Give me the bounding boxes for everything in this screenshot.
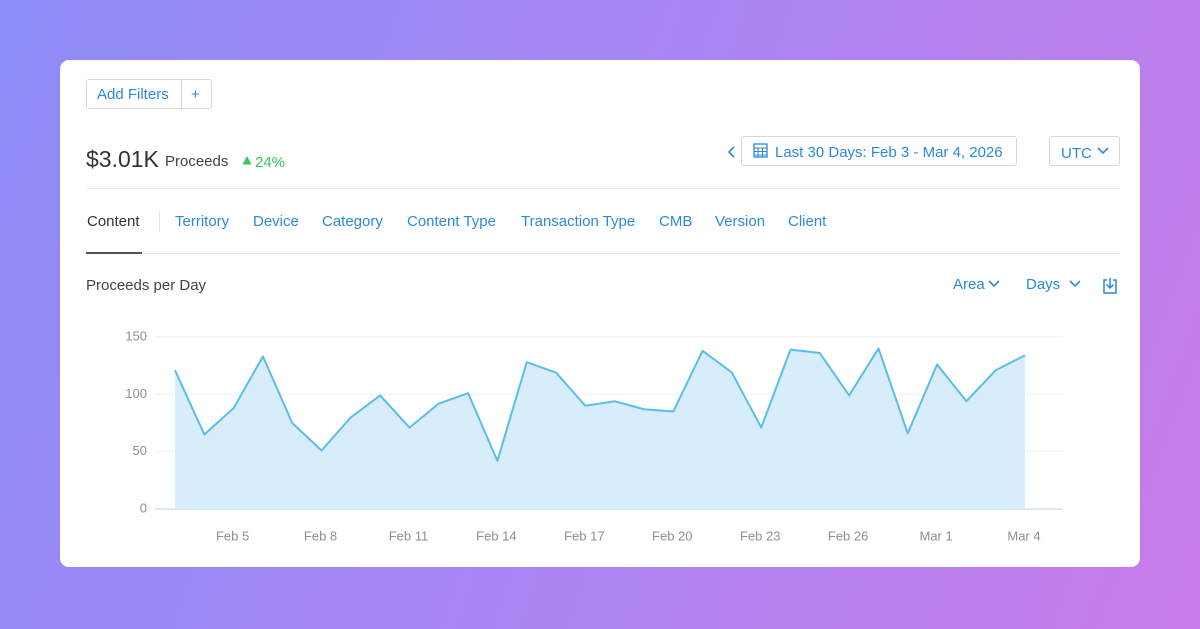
tab-divider (159, 212, 160, 232)
line (174, 347, 1026, 462)
x-tick-label: Feb 8 (304, 528, 337, 543)
interval-button[interactable]: Days (1026, 276, 1061, 293)
previous-button[interactable] (727, 145, 737, 159)
x-tick-label: Feb 26 (828, 528, 868, 543)
tab[interactable]: Content Type (407, 213, 496, 230)
x-tick-label: Feb 20 (652, 528, 692, 543)
separator (86, 253, 1120, 254)
tab[interactable]: Content (87, 213, 140, 230)
chart-title: Proceeds per Day (86, 277, 207, 294)
calendar-icon (753, 143, 768, 158)
separator (86, 188, 1120, 189)
add-filters-button[interactable]: Add Filters (97, 86, 169, 103)
tab[interactable]: Device (253, 213, 299, 230)
tab[interactable]: Transaction Type (521, 213, 636, 230)
x-tick-label: Feb 14 (476, 528, 516, 543)
x-tick-label: Feb 11 (389, 528, 429, 543)
proceeds-label: Proceeds (165, 153, 229, 170)
chevron-icon (1097, 147, 1109, 155)
timezone: UTC (1061, 145, 1092, 162)
filter-button-group (86, 79, 212, 109)
y-tick-label: 100 (125, 386, 147, 401)
divider (181, 79, 182, 109)
tab[interactable]: CMB (659, 213, 693, 230)
chevron-icon (1069, 280, 1081, 288)
date-range: Last 30 Days: Feb 3 - Mar 4, 2026 (775, 144, 1003, 161)
y-tick-label: 0 (140, 500, 147, 515)
proceeds-change: 24% (255, 154, 286, 171)
y-tick-label: 50 (133, 443, 147, 458)
download-button[interactable] (1102, 277, 1118, 295)
x-tick-label: Mar 1 (919, 528, 952, 543)
x-tick-label: Feb 23 (740, 528, 780, 543)
date-range-button[interactable] (741, 136, 1017, 166)
tab[interactable]: Version (715, 213, 766, 230)
chevron-icon (988, 280, 1000, 288)
x-tick-label: Feb 5 (216, 528, 249, 543)
x-tick-label: Mar 4 (1007, 528, 1040, 543)
active-tab-indicator (86, 252, 142, 254)
area (175, 348, 1025, 509)
add-button[interactable]: + (191, 86, 200, 103)
tab[interactable]: Client (788, 213, 827, 230)
y-tick-label: 150 (125, 328, 147, 343)
tab[interactable]: Category (322, 213, 383, 230)
proceeds-amount: $3.01K (86, 146, 159, 172)
x-tick-label: Feb 17 (564, 528, 604, 543)
chart-type-button[interactable]: Area (953, 276, 985, 293)
up-arrow-icon (242, 156, 252, 165)
tab[interactable]: Territory (175, 213, 230, 230)
timezone-button[interactable] (1049, 136, 1120, 166)
